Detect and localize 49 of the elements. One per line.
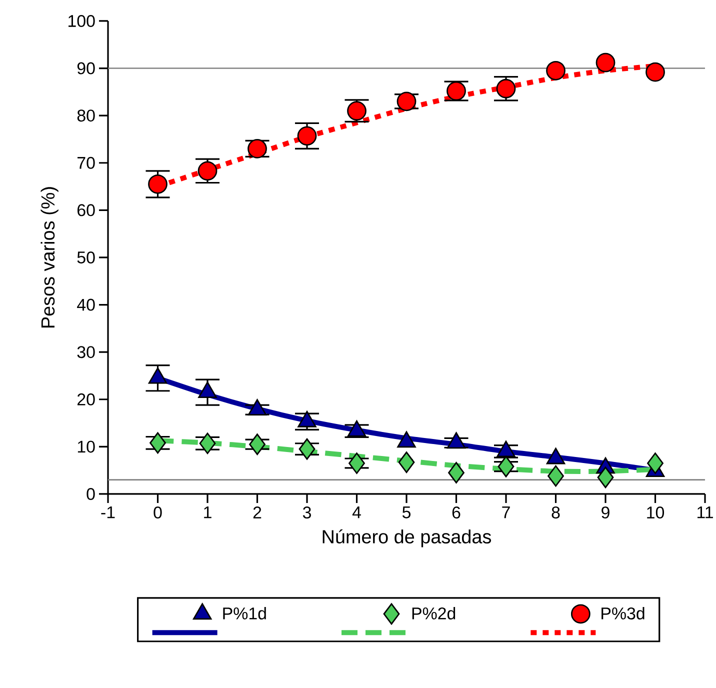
- x-tick-label: 8: [552, 506, 560, 519]
- point: [596, 52, 616, 72]
- y-axis-title: Pesos varios (%): [40, 187, 58, 328]
- point: [396, 92, 416, 112]
- point: [546, 60, 566, 80]
- point: [248, 138, 267, 158]
- point: [150, 432, 166, 454]
- point: [446, 81, 466, 101]
- y-tick-label: 70: [78, 156, 95, 169]
- point: [398, 452, 415, 473]
- point: [148, 174, 168, 194]
- y-tick-label: 0: [86, 488, 95, 500]
- point: [347, 101, 366, 121]
- y-tick-label: 100: [68, 14, 95, 27]
- point: [548, 465, 564, 487]
- x-tick-label: 4: [352, 506, 361, 518]
- y-tick-label: 60: [78, 204, 95, 216]
- x-axis-title: Número de pasadas: [322, 529, 492, 548]
- point: [498, 456, 514, 478]
- y-tick-label: 90: [77, 62, 95, 74]
- y-tick-label: 30: [77, 346, 95, 358]
- x-tick-label: 3: [302, 506, 311, 519]
- x-tick-label: -1: [101, 506, 115, 518]
- y-tick-label: 80: [77, 110, 95, 122]
- x-tick-label: 9: [602, 506, 610, 519]
- x-tick-label: 6: [452, 506, 460, 519]
- point: [646, 62, 665, 82]
- x-tick-label: 10: [647, 506, 664, 519]
- point: [647, 452, 664, 474]
- legend-label: P%1d: [223, 607, 266, 620]
- y-tick-label: 10: [78, 440, 95, 453]
- point: [348, 452, 365, 474]
- legend-label: P%3d: [602, 607, 644, 620]
- x-tick-label: 1: [204, 506, 212, 518]
- x-tick-label: 7: [502, 506, 510, 518]
- y-tick-label: 20: [78, 393, 95, 406]
- x-tick-label: 5: [402, 506, 410, 518]
- x-tick-label: 2: [253, 506, 262, 518]
- point: [298, 438, 316, 460]
- point: [597, 466, 614, 488]
- point: [249, 434, 266, 456]
- y-tick-label: 50: [77, 251, 95, 264]
- x-tick-label: 0: [154, 506, 162, 519]
- point: [297, 126, 317, 146]
- point: [199, 432, 216, 454]
- point: [448, 462, 464, 484]
- y-tick-label: 40: [77, 298, 95, 311]
- x-tick-label: 11: [698, 506, 713, 518]
- legend-label: P%2d: [412, 607, 456, 620]
